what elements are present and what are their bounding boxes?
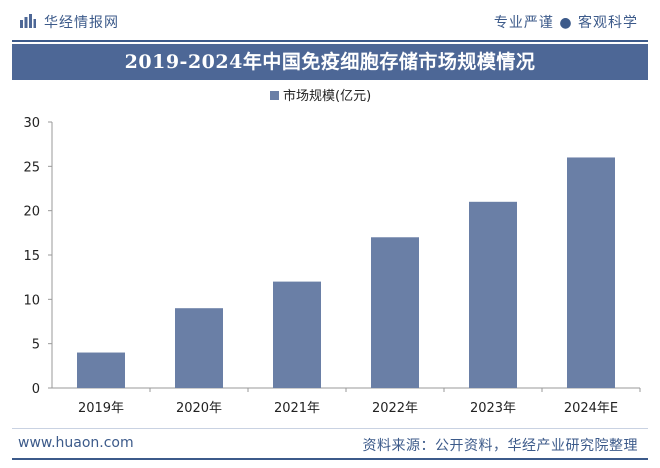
y-tick-label: 5 bbox=[32, 338, 40, 353]
bar-chart: 市场规模(亿元) 2019年 2020年 2021年 2022年 2023年 2024年E… bbox=[23, 88, 641, 416]
bars bbox=[77, 157, 615, 388]
y-tick-label: 20 bbox=[23, 205, 40, 220]
bar bbox=[273, 281, 321, 388]
logo-icon bbox=[20, 14, 36, 28]
y-tick-label: 10 bbox=[23, 293, 40, 308]
x-tick-label: 2023年 bbox=[470, 401, 516, 416]
y-tick-label: 25 bbox=[23, 160, 40, 175]
bar bbox=[371, 237, 419, 388]
legend: 市场规模(亿元) bbox=[270, 88, 371, 104]
legend-label: 市场规模(亿元) bbox=[283, 88, 371, 104]
x-tick-label: 2019年 bbox=[78, 401, 124, 416]
bar bbox=[77, 352, 125, 388]
website-link[interactable]: www.huaon.com bbox=[18, 435, 134, 451]
x-tick-label: 2020年 bbox=[176, 401, 222, 416]
legend-swatch bbox=[270, 91, 279, 100]
chart-title: 2019-2024年中国免疫细胞存储市场规模情况 bbox=[124, 51, 536, 73]
header: 华经情报网 专业严谨 ● 客观科学 bbox=[0, 0, 660, 40]
slogan: 专业严谨 ● 客观科学 bbox=[493, 15, 638, 31]
y-axis-labels: 0 5 10 15 20 25 30 bbox=[23, 116, 40, 397]
title-bar: 2019-2024年中国免疫细胞存储市场规模情况 bbox=[12, 44, 648, 80]
axes bbox=[48, 121, 641, 392]
x-axis-labels: 2019年 2020年 2021年 2022年 2023年 2024年E bbox=[78, 401, 618, 416]
brand-name: 华经情报网 bbox=[44, 15, 119, 31]
header-divider bbox=[12, 40, 648, 42]
bar bbox=[469, 201, 517, 388]
footer-divider bbox=[12, 428, 648, 429]
y-tick-label: 0 bbox=[32, 382, 40, 397]
y-tick-label: 30 bbox=[23, 116, 40, 131]
x-tick-label: 2022年 bbox=[372, 401, 418, 416]
x-tick-label: 2024年E bbox=[564, 401, 618, 416]
bottom-border bbox=[12, 458, 648, 460]
bar bbox=[567, 157, 615, 388]
y-tick-label: 15 bbox=[23, 249, 40, 264]
x-tick-label: 2021年 bbox=[274, 401, 320, 416]
bar bbox=[175, 308, 223, 388]
data-source: 资料来源：公开资料，华经产业研究院整理 bbox=[362, 438, 638, 454]
